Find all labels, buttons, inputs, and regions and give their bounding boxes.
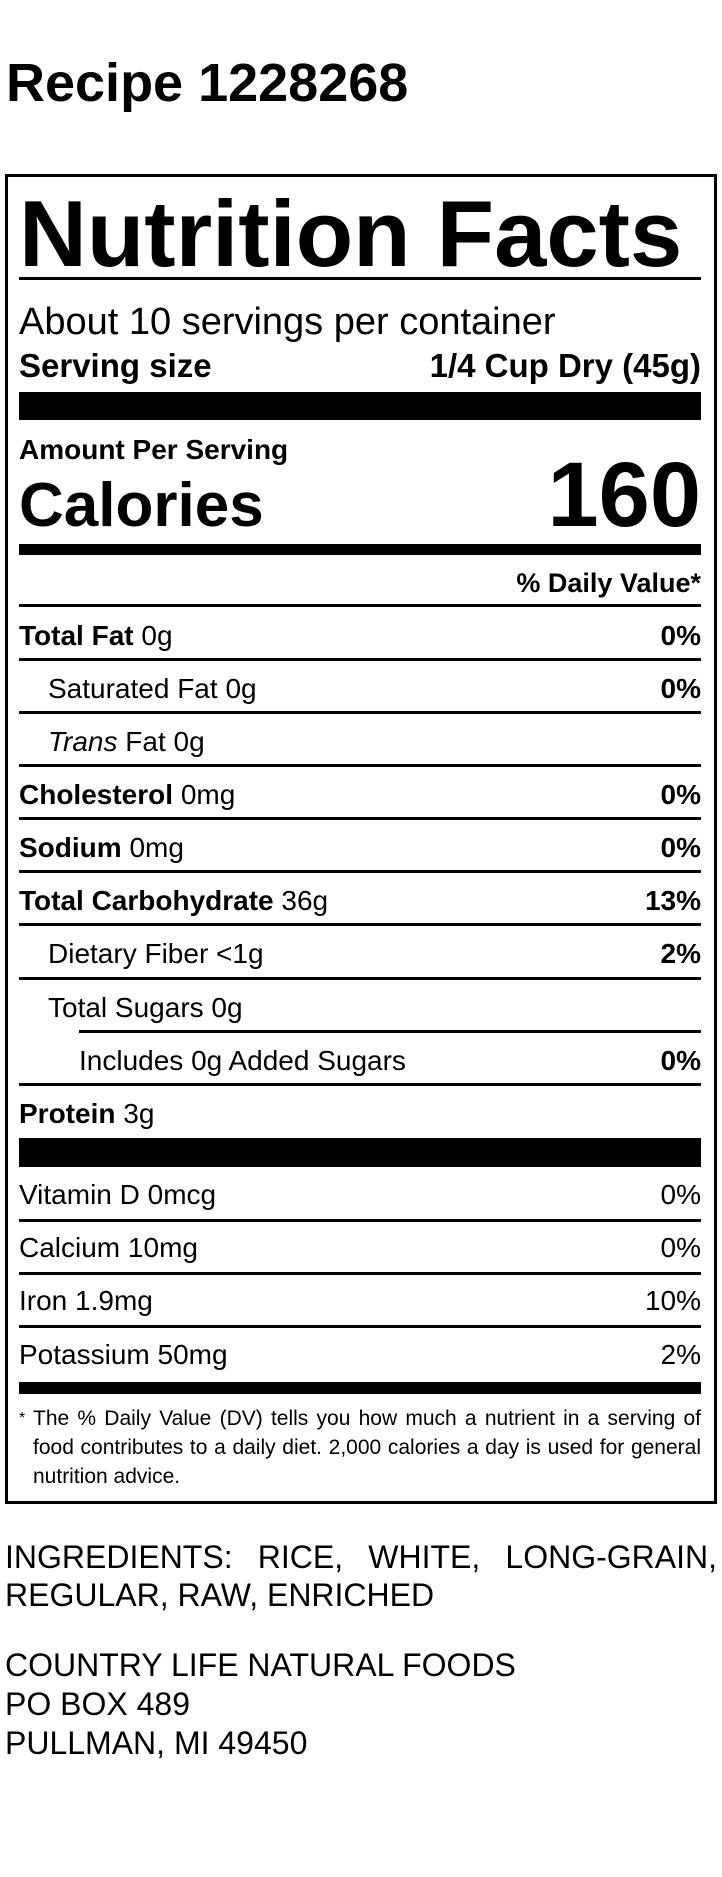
vitamin-name: Iron — [19, 1285, 68, 1316]
nutrient-row-protein: Protein 3g — [19, 1100, 701, 1130]
divider — [19, 977, 701, 980]
medium-divider — [19, 1382, 701, 1394]
vitamin-amount: 0mcg — [147, 1179, 217, 1210]
calories-value: 160 — [547, 444, 702, 546]
divider — [19, 764, 701, 767]
nutrient-amount: 0g — [225, 673, 257, 704]
nutrient-name: Saturated Fat — [48, 673, 218, 704]
nutrient-name-suffix: Fat — [125, 726, 166, 757]
nutrient-dv: 0% — [660, 620, 701, 651]
address-line-1: COUNTRY LIFE NATURAL FOODS — [5, 1647, 516, 1683]
nutrient-amount: <1g — [216, 938, 264, 969]
divider — [19, 277, 701, 280]
vitamin-dv: 10% — [644, 1285, 701, 1316]
vitamin-amount: 10mg — [127, 1232, 198, 1263]
nutrient-dv: 2% — [660, 938, 701, 969]
nutrient-dv: 0% — [660, 1045, 701, 1076]
address-line-3: PULLMAN, MI 49450 — [5, 1725, 308, 1761]
divider — [19, 1272, 701, 1275]
nutrient-amount: 0g — [141, 620, 173, 651]
divider — [19, 1219, 701, 1222]
nutrient-name: Total Carbohydrate — [19, 885, 274, 916]
divider — [19, 923, 701, 926]
vitamin-row-vitamin-d: Vitamin D 0mcg 0% — [19, 1181, 701, 1211]
nutrient-row-cholesterol: Cholesterol 0mg 0% — [19, 781, 701, 811]
indented-divider — [79, 1030, 701, 1033]
divider — [19, 604, 701, 607]
nutrient-dv: 0% — [660, 673, 701, 704]
nutrient-amount: 0g — [173, 726, 205, 757]
footnote-text: The % Daily Value (DV) tells you how muc… — [33, 1407, 701, 1488]
address-line-2: PO BOX 489 — [5, 1686, 190, 1722]
nutrient-row-added-sugars: Includes 0g Added Sugars 0% — [19, 1047, 701, 1077]
nutrient-name: Protein — [19, 1098, 116, 1129]
nutrient-name: Includes 0g Added Sugars — [79, 1045, 406, 1076]
nutrient-row-dietary-fiber: Dietary Fiber <1g 2% — [19, 940, 701, 970]
nutrient-name: Trans — [48, 726, 118, 757]
manufacturer-address: COUNTRY LIFE NATURAL FOODS PO BOX 489 PU… — [5, 1646, 516, 1763]
nutrient-amount: 36g — [281, 885, 329, 916]
divider — [19, 870, 701, 873]
divider — [19, 1325, 701, 1328]
serving-size-value: 1/4 Cup Dry (45g) — [429, 347, 701, 384]
vitamin-amount: 50mg — [157, 1339, 228, 1370]
nutrient-row-total-sugars: Total Sugars 0g — [19, 994, 701, 1024]
vitamin-row-potassium: Potassium 50mg 2% — [19, 1341, 701, 1371]
footnote: * The % Daily Value (DV) tells you how m… — [19, 1404, 701, 1491]
nutrient-row-total-fat: Total Fat 0g 0% — [19, 622, 701, 652]
ingredients: INGREDIENTS: RICE, WHITE, LONG-GRAIN, RE… — [5, 1539, 717, 1613]
page-title: Recipe 1228268 — [6, 53, 409, 113]
vitamin-dv: 0% — [660, 1179, 701, 1210]
calories-label: Calories — [19, 471, 264, 540]
nutrient-amount: 0mg — [180, 779, 236, 810]
nutrient-amount: 0g — [211, 992, 243, 1023]
thick-divider — [19, 392, 701, 420]
divider — [19, 711, 701, 714]
nutrient-row-total-carbohydrate: Total Carbohydrate 36g 13% — [19, 887, 701, 917]
nutrient-dv: 0% — [660, 779, 701, 810]
vitamin-row-calcium: Calcium 10mg 0% — [19, 1234, 701, 1264]
nutrient-amount: 3g — [123, 1098, 155, 1129]
divider — [19, 658, 701, 661]
nutrient-name: Total Sugars — [48, 992, 204, 1023]
vitamin-row-iron: Iron 1.9mg 10% — [19, 1287, 701, 1317]
nutrient-row-saturated-fat: Saturated Fat 0g 0% — [19, 675, 701, 705]
vitamin-dv: 2% — [660, 1339, 701, 1370]
nutrient-dv: 13% — [644, 885, 701, 916]
nutrition-facts-label: Nutrition Facts About 10 servings per co… — [5, 174, 717, 1504]
nutrient-name: Sodium — [19, 832, 122, 863]
thick-divider — [19, 1138, 701, 1167]
nutrient-name: Total Fat — [19, 620, 134, 651]
nutrient-row-trans-fat: Trans Fat 0g — [19, 728, 701, 758]
nutrient-row-sodium: Sodium 0mg 0% — [19, 834, 701, 864]
amount-per-serving: Amount Per Serving — [19, 434, 289, 465]
serving-size-label: Serving size — [19, 347, 212, 384]
nutrient-amount: 0mg — [129, 832, 184, 863]
divider — [19, 1083, 701, 1086]
servings-per-container: About 10 servings per container — [19, 301, 556, 343]
nutrient-name: Cholesterol — [19, 779, 174, 810]
vitamin-name: Vitamin D — [19, 1179, 140, 1210]
vitamin-name: Calcium — [19, 1232, 121, 1263]
vitamin-dv: 0% — [660, 1232, 701, 1263]
medium-divider — [19, 544, 701, 555]
footnote-asterisk: * — [19, 1410, 26, 1427]
nutrient-name: Dietary Fiber — [48, 938, 209, 969]
nutrient-dv: 0% — [660, 832, 701, 863]
daily-value-header: % Daily Value* — [516, 568, 701, 598]
nutrition-facts-heading: Nutrition Facts — [19, 181, 683, 286]
divider — [19, 817, 701, 820]
vitamin-amount: 1.9mg — [75, 1285, 153, 1316]
vitamin-name: Potassium — [19, 1339, 150, 1370]
serving-size-row: Serving size 1/4 Cup Dry (45g) — [19, 349, 701, 385]
